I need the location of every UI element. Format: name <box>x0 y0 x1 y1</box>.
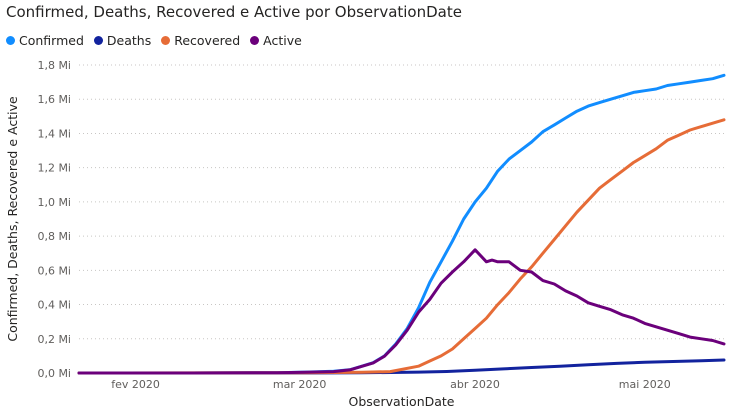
legend-item-confirmed[interactable]: Confirmed <box>6 33 84 48</box>
series-lines <box>77 73 726 375</box>
y-tick-label: 1,2 Mi <box>37 162 71 175</box>
series-line-confirmed[interactable] <box>77 73 726 375</box>
legend-swatch-recovered <box>161 36 171 45</box>
legend: Confirmed Deaths Recovered Active <box>6 33 312 48</box>
legend-swatch-active <box>250 36 260 45</box>
series-line-recovered[interactable] <box>77 118 726 375</box>
legend-label-confirmed: Confirmed <box>19 33 84 48</box>
y-tick-label: 0,4 Mi <box>37 299 71 312</box>
y-tick-label: 1,6 Mi <box>37 93 71 106</box>
legend-swatch-deaths <box>93 36 103 45</box>
x-tick-label: mai 2020 <box>619 378 671 391</box>
y-axis-ticks: 0,0 Mi 0,2 Mi 0,4 Mi 0,6 Mi 0,8 Mi 1,0 Mi 1,2 … <box>37 59 71 380</box>
x-tick-label: abr 2020 <box>450 378 500 391</box>
x-axis-title: ObservationDate <box>349 394 455 409</box>
x-axis-ticks: fev 2020 mar 2020 abr 2020 mai 2020 <box>111 378 671 391</box>
legend-item-active[interactable]: Active <box>250 33 302 48</box>
y-tick-label: 1,0 Mi <box>37 196 71 209</box>
legend-label-active: Active <box>263 33 302 48</box>
legend-item-deaths[interactable]: Deaths <box>93 33 152 48</box>
y-tick-label: 1,4 Mi <box>37 127 71 140</box>
chart-title: Confirmed, Deaths, Recovered e Active po… <box>6 3 462 21</box>
y-tick-label: 0,8 Mi <box>37 230 71 243</box>
legend-swatch-confirmed <box>6 36 15 45</box>
y-axis-title: Confirmed, Deaths, Recovered e Active <box>5 96 20 342</box>
x-tick-label: mar 2020 <box>273 378 326 391</box>
x-tick-label: fev 2020 <box>111 378 160 391</box>
y-tick-label: 1,8 Mi <box>37 59 71 72</box>
y-tick-label: 0,2 Mi <box>37 333 71 346</box>
legend-label-deaths: Deaths <box>106 33 152 48</box>
gridlines <box>79 64 724 340</box>
legend-label-recovered: Recovered <box>174 33 241 48</box>
y-tick-label: 0,6 Mi <box>37 264 71 277</box>
series-line-active[interactable] <box>77 248 726 375</box>
y-tick-label: 0,0 Mi <box>37 367 71 380</box>
series-line-deaths[interactable] <box>77 358 726 375</box>
legend-item-recovered[interactable]: Recovered <box>161 33 240 48</box>
